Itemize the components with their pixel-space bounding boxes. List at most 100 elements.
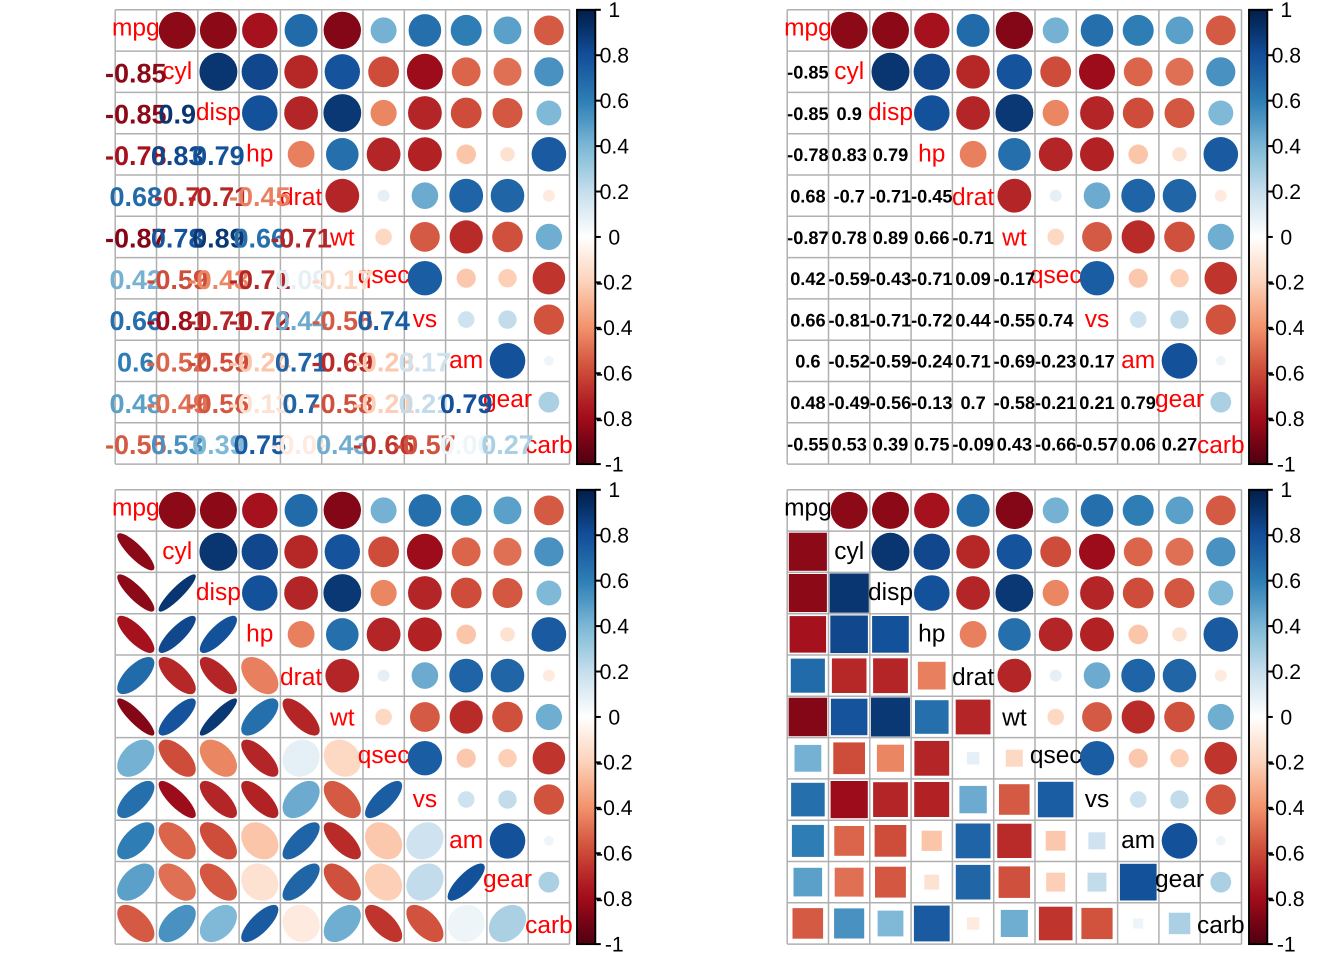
svg-text:0.7: 0.7 bbox=[960, 393, 985, 413]
svg-text:0.2: 0.2 bbox=[600, 661, 629, 684]
svg-text:-0.78: -0.78 bbox=[787, 145, 828, 165]
svg-text:-0.59: -0.59 bbox=[870, 352, 911, 372]
svg-text:-0.21: -0.21 bbox=[1035, 393, 1076, 413]
svg-text:-0.57: -0.57 bbox=[394, 430, 456, 460]
svg-text:-0.71: -0.71 bbox=[188, 306, 250, 336]
svg-text:1: 1 bbox=[608, 0, 620, 22]
svg-text:disp: disp bbox=[868, 99, 913, 126]
svg-text:-0.6: -0.6 bbox=[1268, 363, 1305, 386]
svg-text:-0.4: -0.4 bbox=[1268, 317, 1305, 340]
svg-text:0.53: 0.53 bbox=[831, 434, 866, 454]
svg-text:-0.17: -0.17 bbox=[312, 265, 374, 295]
svg-text:hp: hp bbox=[246, 621, 273, 648]
svg-text:0.42: 0.42 bbox=[790, 269, 825, 289]
svg-text:drat: drat bbox=[952, 664, 994, 691]
svg-text:0.4: 0.4 bbox=[1272, 615, 1302, 638]
svg-text:0.21: 0.21 bbox=[399, 389, 452, 419]
svg-text:-0.49: -0.49 bbox=[828, 393, 869, 413]
svg-text:cyl: cyl bbox=[834, 538, 864, 565]
svg-text:mpg: mpg bbox=[784, 14, 832, 41]
svg-text:0.9: 0.9 bbox=[837, 104, 862, 124]
svg-text:-0.6: -0.6 bbox=[1268, 843, 1305, 866]
svg-text:-0.23: -0.23 bbox=[353, 347, 415, 377]
svg-text:-0.43: -0.43 bbox=[870, 269, 911, 289]
svg-text:0.6: 0.6 bbox=[600, 90, 629, 113]
svg-text:-0.71: -0.71 bbox=[870, 310, 911, 330]
svg-text:0.8: 0.8 bbox=[600, 525, 629, 548]
svg-text:0.71: 0.71 bbox=[275, 347, 328, 377]
svg-text:-0.13: -0.13 bbox=[229, 389, 291, 419]
svg-text:-0.4: -0.4 bbox=[1268, 797, 1305, 820]
svg-text:cyl: cyl bbox=[162, 538, 192, 565]
svg-text:wt: wt bbox=[329, 705, 355, 732]
svg-text:gear: gear bbox=[1155, 386, 1204, 413]
svg-text:-0.87: -0.87 bbox=[787, 228, 828, 248]
svg-text:0.66: 0.66 bbox=[234, 224, 287, 254]
svg-text:carb: carb bbox=[1197, 912, 1245, 939]
svg-text:0.2: 0.2 bbox=[600, 181, 629, 204]
svg-text:0: 0 bbox=[1280, 226, 1292, 249]
svg-text:vs: vs bbox=[1085, 306, 1110, 333]
svg-text:hp: hp bbox=[918, 141, 945, 168]
svg-text:-0.72: -0.72 bbox=[229, 306, 291, 336]
svg-text:wt: wt bbox=[1001, 705, 1027, 732]
svg-text:-0.71: -0.71 bbox=[870, 187, 911, 207]
svg-text:-0.09: -0.09 bbox=[952, 434, 993, 454]
svg-text:0.66: 0.66 bbox=[790, 310, 825, 330]
svg-text:0.4: 0.4 bbox=[600, 135, 630, 158]
svg-text:-0.81: -0.81 bbox=[146, 306, 208, 336]
svg-text:0: 0 bbox=[608, 706, 620, 729]
svg-text:-0.85: -0.85 bbox=[105, 58, 167, 88]
svg-text:0.43: 0.43 bbox=[997, 434, 1032, 454]
svg-text:0.68: 0.68 bbox=[110, 182, 163, 212]
svg-text:-0.87: -0.87 bbox=[105, 224, 167, 254]
svg-text:-0.69: -0.69 bbox=[994, 352, 1035, 372]
svg-text:-0.85: -0.85 bbox=[787, 104, 828, 124]
svg-text:am: am bbox=[449, 827, 483, 854]
svg-text:0.39: 0.39 bbox=[873, 434, 908, 454]
svg-text:0.74: 0.74 bbox=[357, 306, 410, 336]
svg-text:-0.85: -0.85 bbox=[787, 63, 828, 83]
svg-text:gear: gear bbox=[483, 386, 532, 413]
svg-text:-1: -1 bbox=[605, 933, 624, 956]
svg-text:-0.52: -0.52 bbox=[146, 347, 208, 377]
svg-text:-1: -1 bbox=[1277, 453, 1296, 476]
svg-text:carb: carb bbox=[525, 912, 573, 939]
svg-text:0.79: 0.79 bbox=[192, 141, 245, 171]
svg-text:-0.59: -0.59 bbox=[188, 347, 250, 377]
svg-text:-1: -1 bbox=[1277, 933, 1296, 956]
svg-text:0.79: 0.79 bbox=[873, 145, 908, 165]
svg-text:-0.78: -0.78 bbox=[105, 141, 167, 171]
svg-text:vs: vs bbox=[413, 786, 438, 813]
svg-text:-0.6: -0.6 bbox=[596, 363, 633, 386]
svg-text:vs: vs bbox=[1085, 786, 1110, 813]
svg-text:0.78: 0.78 bbox=[151, 224, 204, 254]
svg-text:-0.2: -0.2 bbox=[596, 752, 633, 775]
svg-text:0.83: 0.83 bbox=[151, 141, 204, 171]
svg-text:mpg: mpg bbox=[112, 494, 160, 521]
svg-text:qsec: qsec bbox=[1030, 262, 1082, 289]
svg-text:0.09: 0.09 bbox=[955, 269, 990, 289]
svg-text:0.79: 0.79 bbox=[1120, 393, 1155, 413]
svg-text:0: 0 bbox=[1280, 706, 1292, 729]
svg-text:cyl: cyl bbox=[834, 58, 864, 85]
svg-text:am: am bbox=[1121, 347, 1155, 374]
svg-text:hp: hp bbox=[246, 141, 273, 168]
svg-text:am: am bbox=[1121, 827, 1155, 854]
svg-text:-0.45: -0.45 bbox=[229, 182, 291, 212]
svg-text:0.09: 0.09 bbox=[275, 265, 328, 295]
svg-text:0.44: 0.44 bbox=[955, 310, 991, 330]
svg-text:0.79: 0.79 bbox=[440, 389, 493, 419]
svg-text:0.75: 0.75 bbox=[234, 430, 287, 460]
svg-text:-0.21: -0.21 bbox=[353, 389, 415, 419]
svg-text:-0.43: -0.43 bbox=[188, 265, 250, 295]
svg-text:-0.69: -0.69 bbox=[312, 347, 374, 377]
svg-text:0.4: 0.4 bbox=[1272, 135, 1302, 158]
svg-text:-0.6: -0.6 bbox=[596, 843, 633, 866]
svg-text:0.42: 0.42 bbox=[110, 265, 163, 295]
svg-text:0.75: 0.75 bbox=[914, 434, 949, 454]
svg-text:am: am bbox=[449, 347, 483, 374]
svg-text:gear: gear bbox=[1155, 866, 1204, 893]
svg-text:0.17: 0.17 bbox=[1079, 352, 1114, 372]
svg-text:0.9: 0.9 bbox=[158, 100, 196, 130]
